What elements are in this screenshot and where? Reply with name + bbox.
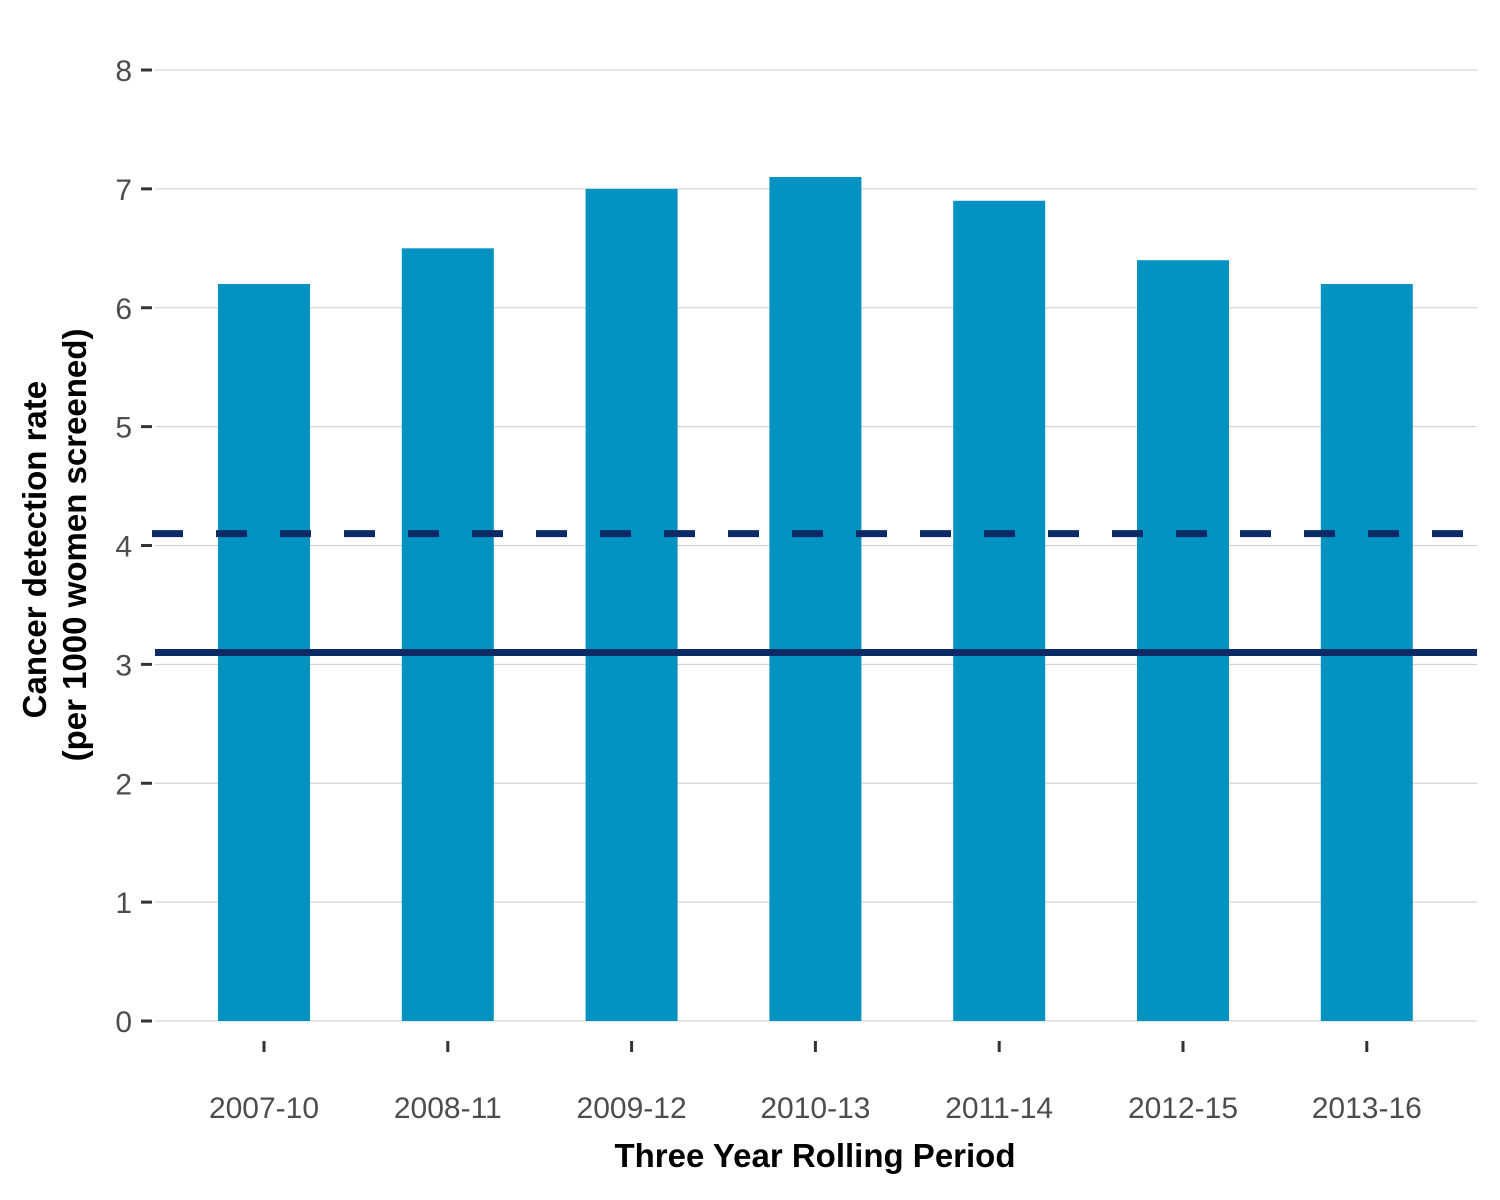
y-axis: 0 1 2 3 4 5 6 7 8	[115, 55, 152, 1039]
x-axis-title: Three Year Rolling Period	[614, 1137, 1015, 1174]
y-tick-label: 3	[115, 649, 132, 682]
reference-lines	[152, 530, 1477, 656]
y-tick-label: 7	[115, 174, 132, 207]
bar-2010-13	[769, 176, 862, 1022]
x-tick-label: 2008-11	[394, 1092, 502, 1125]
x-tick-label: 2013-16	[1312, 1092, 1422, 1125]
y-tick-label: 0	[115, 1006, 132, 1039]
x-tick-label: 2007-10	[209, 1092, 319, 1125]
y-tick-label: 4	[115, 531, 132, 564]
y-tick-label: 6	[115, 293, 132, 326]
bar-2008-11	[401, 248, 494, 1021]
y-tick-label: 5	[115, 412, 132, 445]
y-axis-title: Cancer detection rate (per 1000 women sc…	[16, 329, 93, 762]
x-tick-label: 2009-12	[577, 1092, 687, 1125]
bar-2009-12	[585, 188, 678, 1021]
x-axis: 2007-10 2008-11 2009-12 2010-13 2011-14 2012-…	[209, 1041, 1422, 1125]
y-axis-title-line-2: (per 1000 women screened)	[56, 329, 93, 762]
bars	[218, 176, 1413, 1022]
x-tick-label: 2012-15	[1128, 1092, 1238, 1125]
x-tick-label: 2011-14	[945, 1092, 1053, 1125]
y-tick-label: 8	[115, 55, 132, 88]
bar-2012-15	[1137, 260, 1229, 1021]
x-tick-label: 2010-13	[760, 1092, 870, 1125]
y-tick-label: 1	[115, 887, 132, 920]
bar-2011-14	[953, 200, 1046, 1021]
y-axis-title-line-1: Cancer detection rate	[16, 381, 53, 718]
y-tick-label: 2	[115, 768, 132, 801]
